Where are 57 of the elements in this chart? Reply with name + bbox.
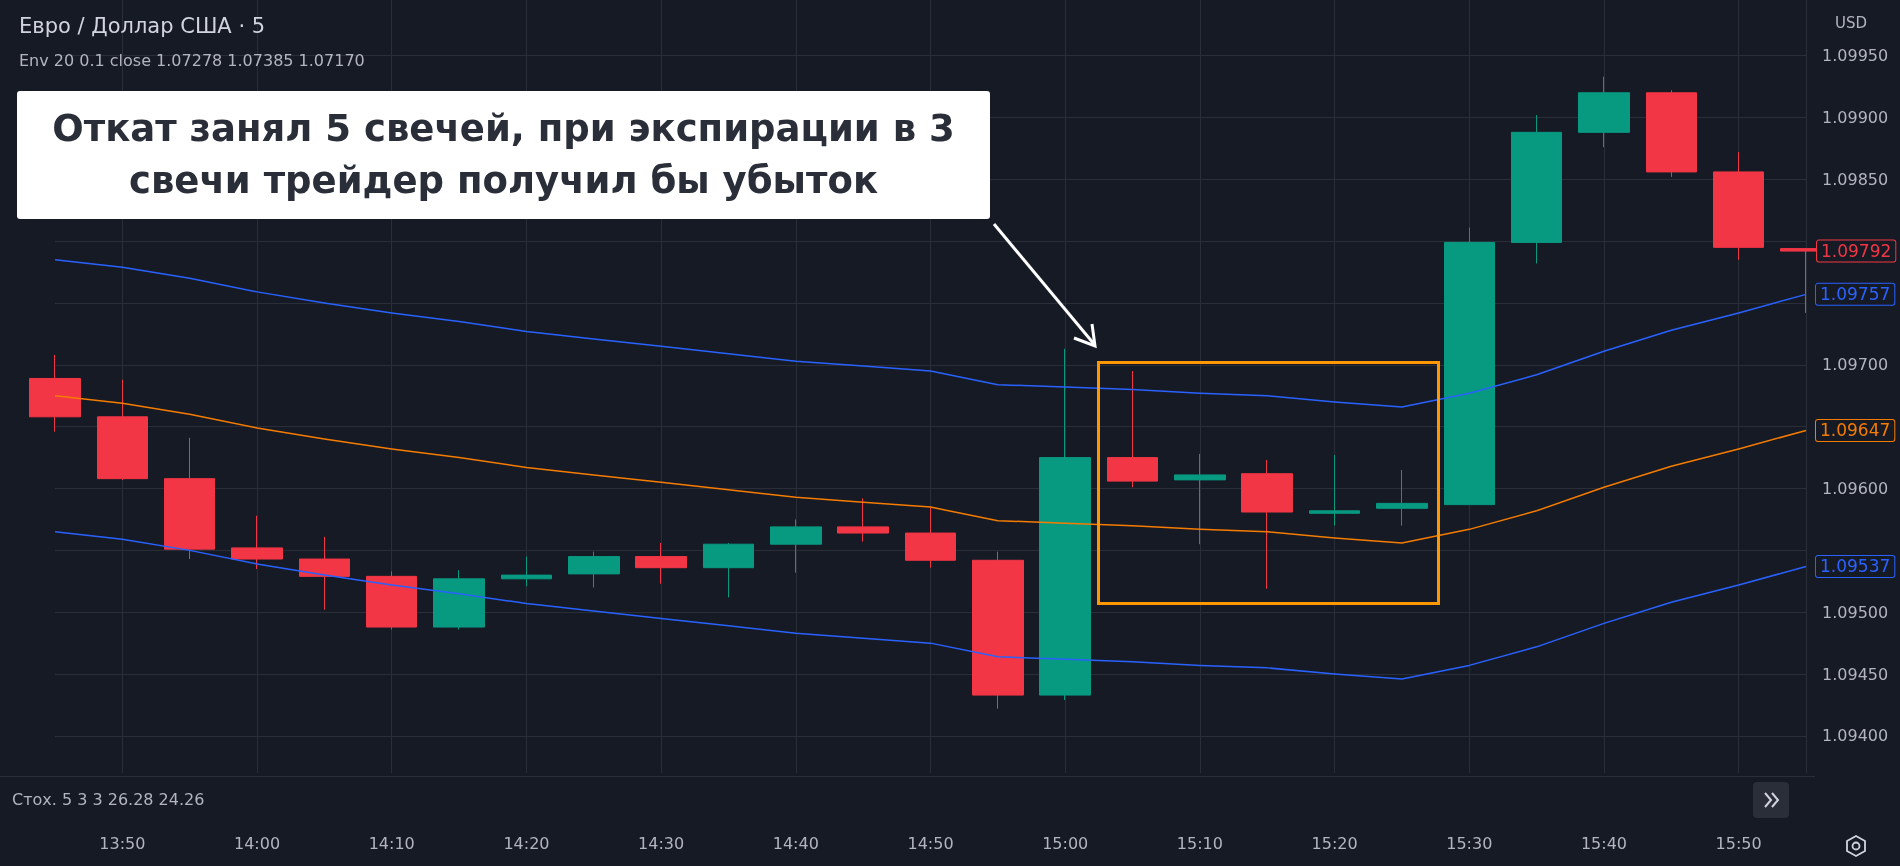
y-tick-label: 1.09850 <box>1822 169 1889 189</box>
candlestick <box>1107 370 1158 488</box>
annotation: Откат занял 5 свечей, при экспирации в 3 свечи трейдер получил бы убыток <box>17 91 990 219</box>
line-series <box>54 531 1807 680</box>
x-tick-label: 14:20 <box>503 833 550 853</box>
text: Env 20 0.1 close 1.07278 1.07385 1.07170 <box>19 50 365 70</box>
candlestick <box>1241 459 1293 590</box>
y-tick-label: 1.09600 <box>1822 479 1889 499</box>
data-label: 1.09537 <box>1820 556 1891 577</box>
candlestick <box>299 536 350 611</box>
candlestick <box>501 556 552 587</box>
candlestick <box>770 518 822 574</box>
candlestick <box>164 437 215 560</box>
x-tick-label: 15:00 <box>1042 833 1089 853</box>
x-tick-label: 14:30 <box>638 833 685 853</box>
y-tick-label: 1.09500 <box>1822 602 1889 622</box>
text: Евро / Доллар США · 5 <box>19 13 266 38</box>
x-tick-label: 13:50 <box>99 833 146 853</box>
candlestick <box>433 569 485 631</box>
y-tick-label: 1.09400 <box>1822 726 1889 746</box>
candlestick <box>837 497 889 543</box>
candlestick <box>97 379 148 481</box>
y-axis-title: USD <box>1834 13 1868 32</box>
candlestick <box>972 551 1024 710</box>
candlestick <box>1511 114 1562 264</box>
candlestick <box>1174 453 1226 545</box>
line-series <box>54 258 1807 408</box>
candlestick <box>1578 76 1630 148</box>
candlestick <box>366 570 417 631</box>
line-series <box>54 395 1807 544</box>
y-tick-label: 1.09700 <box>1822 355 1889 375</box>
data-label: 1.09757 <box>1820 284 1891 305</box>
x-tick-label: 15:10 <box>1176 833 1223 853</box>
candlestick <box>29 354 81 433</box>
y-tick-label: 1.09450 <box>1822 664 1889 684</box>
candlestick <box>703 542 754 598</box>
candlestick <box>635 542 687 585</box>
candlestick <box>1646 89 1697 178</box>
x-tick-label: 15:50 <box>1715 833 1762 853</box>
x-tick-label: 15:40 <box>1580 833 1628 853</box>
y-tick-label: 1.09900 <box>1822 108 1889 127</box>
text: 1.09792 <box>1821 241 1892 262</box>
x-tick-label: 15:20 <box>1311 833 1358 853</box>
text: Стох. 5 3 3 26.28 24.26 <box>12 790 205 809</box>
y-tick-label: 1.09950 <box>1822 46 1889 66</box>
x-tick-label: 14:40 <box>772 833 819 853</box>
candlestick <box>1309 454 1360 527</box>
candlestick <box>1376 469 1428 527</box>
x-tick-label: 14:10 <box>368 833 415 853</box>
candlestick <box>1713 151 1764 261</box>
x-tick-label: 14:50 <box>907 833 954 853</box>
candlestick <box>905 506 956 569</box>
x-tick-label: 14:00 <box>233 833 281 853</box>
candlestick <box>231 515 283 570</box>
x-tick-label: 15:30 <box>1446 833 1493 853</box>
data-label: 1.09647 <box>1820 420 1891 441</box>
candlestick <box>568 551 620 588</box>
